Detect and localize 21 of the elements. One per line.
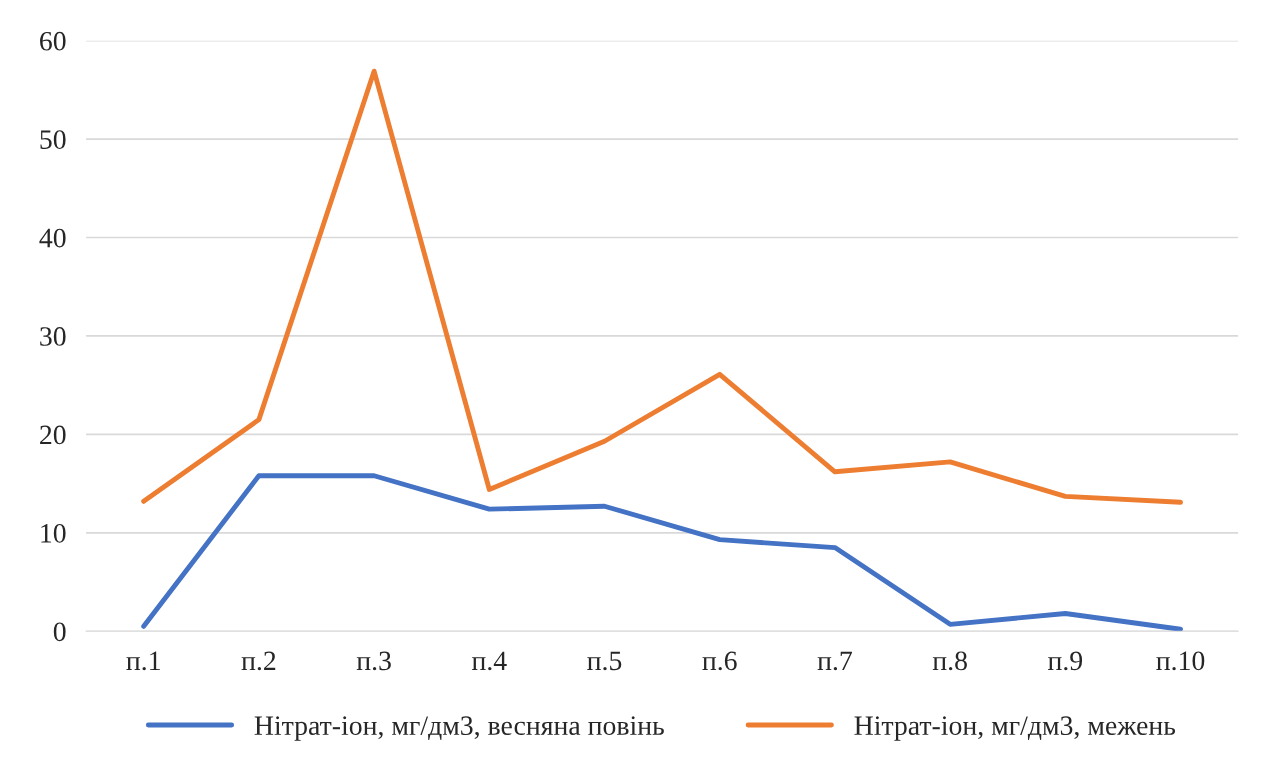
y-tick-label: 50 <box>40 130 66 149</box>
x-tick-label: п.10 <box>1156 651 1205 671</box>
x-tick-label: п.9 <box>1047 651 1083 671</box>
y-tick-label: 40 <box>39 228 66 248</box>
x-tick-label: п.7 <box>817 651 852 671</box>
legend-label: Нітрат-іон, мг/дм3, межень <box>854 716 1176 741</box>
y-tick-label: 20 <box>40 425 66 445</box>
y-tick-label: 30 <box>40 327 66 346</box>
y-tick-label: 0 <box>53 622 66 642</box>
x-tick-label: п.5 <box>587 651 622 671</box>
y-tick-label: 10 <box>41 523 66 543</box>
x-tick-label: п.8 <box>932 651 967 671</box>
x-tick-label: п.6 <box>702 651 737 671</box>
line-series <box>141 473 1183 632</box>
x-tick-label: п.4 <box>471 651 507 671</box>
line-series <box>141 68 1183 505</box>
y-tick-label: 60 <box>40 31 66 51</box>
legend-label: Нітрат-іон, мг/дм3, весняна повінь <box>254 716 664 741</box>
x-tick-label: п.1 <box>126 651 160 671</box>
x-tick-label: п.2 <box>241 651 276 671</box>
x-tick-label: п.3 <box>356 651 391 671</box>
